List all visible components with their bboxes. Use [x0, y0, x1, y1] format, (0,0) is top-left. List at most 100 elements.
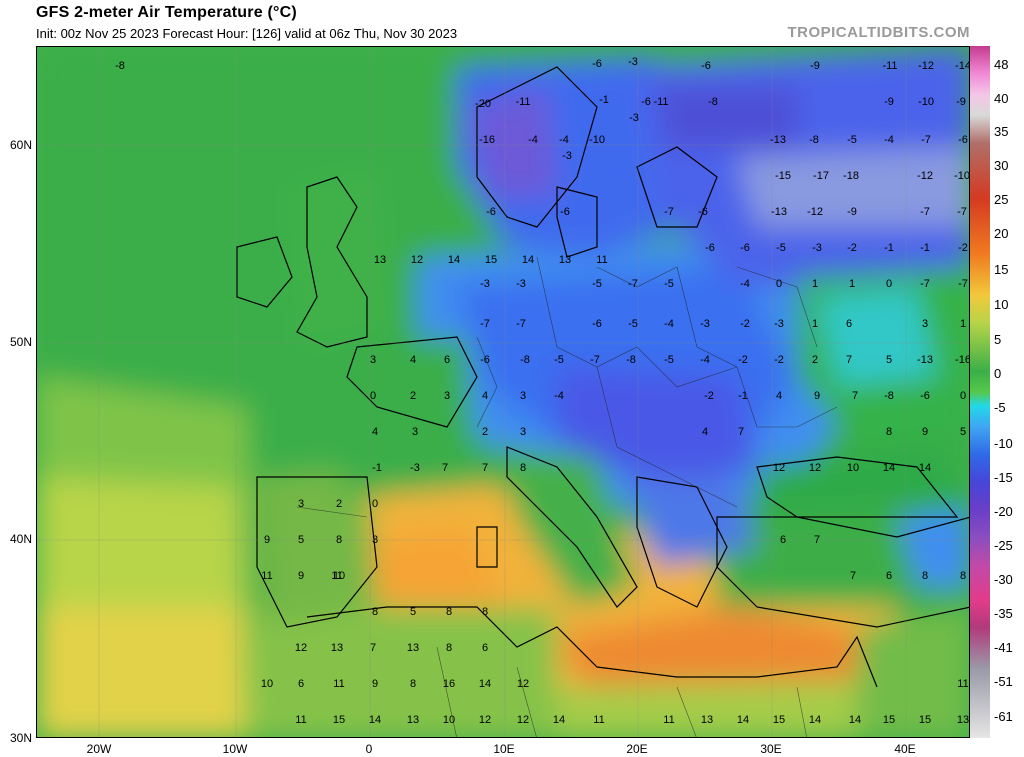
- temperature-value: 1: [812, 278, 818, 290]
- temperature-value: 12: [295, 642, 307, 654]
- temperature-value: -5: [664, 278, 674, 290]
- temperature-value: 0: [886, 278, 892, 290]
- temperature-value: -11: [653, 96, 668, 108]
- temperature-value: 8: [410, 678, 416, 690]
- temperature-value: -2: [704, 390, 714, 402]
- temperature-value: 15: [773, 714, 785, 726]
- temperature-value: -3: [628, 56, 638, 68]
- lat-label-40n: 40N: [9, 532, 32, 546]
- temperature-value: -1: [920, 242, 930, 254]
- temperature-value: -1: [372, 462, 382, 474]
- temperature-value: -4: [884, 134, 894, 146]
- temperature-value: 8: [886, 426, 892, 438]
- temperature-value: 8: [372, 606, 378, 618]
- temperature-value: -3: [629, 112, 639, 124]
- temperature-value: 10: [847, 462, 859, 474]
- temperature-value: 13: [957, 714, 969, 726]
- temperature-value: 9: [372, 678, 378, 690]
- temperature-value: 10: [333, 570, 345, 582]
- temperature-value: 11: [593, 714, 604, 726]
- temperature-value: 8: [336, 534, 342, 546]
- temperature-value: -12: [918, 60, 934, 72]
- temperature-value: 4: [482, 390, 488, 402]
- lon-label-40e: 40E: [894, 742, 916, 756]
- lon-label-30e: 30E: [760, 742, 782, 756]
- temperature-value: 5: [410, 606, 416, 618]
- temperature-value: 15: [485, 254, 497, 266]
- temperature-value: 3: [444, 390, 450, 402]
- temperature-value: -20: [475, 98, 491, 110]
- temperature-value: 11: [957, 678, 968, 690]
- temperature-value: -6: [705, 242, 715, 254]
- temperature-value: 12: [517, 714, 529, 726]
- temperature-value: -8: [708, 96, 718, 108]
- temperature-value: 14: [737, 714, 749, 726]
- temperature-value: 7: [738, 426, 744, 438]
- temperature-value: 13: [559, 254, 571, 266]
- temperature-value: 14: [479, 678, 491, 690]
- temperature-value: -9: [810, 60, 820, 72]
- temperature-value: 15: [919, 714, 931, 726]
- temperature-value: 6: [846, 318, 852, 330]
- temperature-value: -6: [592, 318, 602, 330]
- colorbar-tick-label: 40: [994, 91, 1009, 106]
- temperature-value: -18: [843, 170, 859, 182]
- temperature-value: -4: [554, 390, 564, 402]
- temperature-value: -13: [771, 206, 787, 218]
- temperature-value: -2: [847, 242, 857, 254]
- temperature-value: 6: [482, 642, 488, 654]
- temperature-value: -7: [920, 206, 930, 218]
- temperature-value: 2: [336, 498, 342, 510]
- site-credit: TROPICALTIDBITS.COM: [787, 24, 970, 41]
- temperature-value: 3: [412, 426, 418, 438]
- temperature-value: 11: [596, 254, 607, 266]
- temperature-value: -13: [917, 354, 933, 366]
- temperature-value: -9: [884, 96, 894, 108]
- temperature-value: 16: [443, 678, 455, 690]
- temperature-value: 12: [411, 254, 423, 266]
- colorbar-tick-label: -5: [994, 400, 1006, 415]
- temperature-value: 2: [410, 390, 416, 402]
- colorbar-tick-label: 15: [994, 262, 1009, 277]
- colorbar: [970, 46, 990, 738]
- temperature-value: 6: [886, 570, 892, 582]
- map-canvas: -8-20 -11-16 -4-3-6 -3-1 -6-3-6 -9 -11 -12 -14-1…: [37, 47, 970, 737]
- temperature-value: -3: [562, 150, 572, 162]
- temperature-value: -10: [954, 170, 970, 182]
- temperature-value: -6: [740, 242, 750, 254]
- temperature-value: 0: [960, 390, 966, 402]
- temperature-value: -1: [884, 242, 894, 254]
- temperature-value: 6: [780, 534, 786, 546]
- temperature-value: -6: [920, 390, 930, 402]
- colorbar-tick-label: 25: [994, 192, 1009, 207]
- temperature-value: -1: [738, 390, 748, 402]
- borders: [296, 256, 838, 737]
- temperature-value: -2: [958, 242, 968, 254]
- temperature-value: 13: [407, 642, 419, 654]
- temperature-value: 5: [886, 354, 892, 366]
- temperature-value: 4: [410, 354, 416, 366]
- temperature-value: 7: [442, 462, 448, 474]
- temperature-value: -7: [920, 278, 930, 290]
- temperature-value: -7: [480, 318, 490, 330]
- temperature-value: 12: [517, 678, 529, 690]
- temperature-value: 13: [701, 714, 713, 726]
- temperature-value: -7: [664, 206, 674, 218]
- lon-label-0: 0: [365, 742, 373, 756]
- temperature-value: -3: [410, 462, 420, 474]
- temperature-value: -14: [955, 60, 970, 72]
- temperature-value: 7: [482, 462, 488, 474]
- temperature-value: -10: [589, 134, 605, 146]
- temperature-value: 11: [295, 714, 306, 726]
- temperature-value: 4: [702, 426, 708, 438]
- gridlines: [37, 47, 969, 737]
- temperature-map: -8 -20 -11 -16 -4 -3 -6 -3 -1 -6 -3 -6 -9 -11 -12 -14 -1…: [36, 46, 970, 738]
- temperature-value: 7: [850, 570, 856, 582]
- colorbar-tick-label: -51: [994, 674, 1013, 689]
- temperature-value: 15: [333, 714, 345, 726]
- temperature-value: 8: [446, 606, 452, 618]
- temperature-value: -8: [809, 134, 819, 146]
- temperature-value: -9: [956, 96, 966, 108]
- temperature-value: -5: [776, 242, 786, 254]
- map-title: GFS 2-meter Air Temperature (°C): [36, 4, 297, 21]
